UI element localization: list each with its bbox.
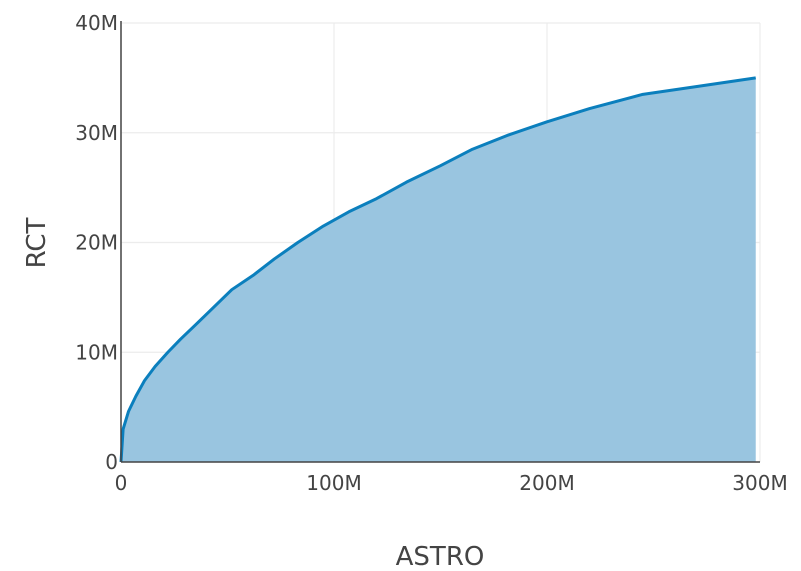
x-tick-label: 0: [115, 471, 128, 495]
series-area-fill: [121, 77, 756, 462]
y-axis-title: RCT: [22, 217, 52, 268]
x-tick-label: 200M: [519, 471, 574, 495]
x-axis-ticks: 0 100M 200M 300M: [115, 471, 788, 495]
x-tick-label: 100M: [306, 471, 361, 495]
y-tick-label: 30M: [75, 121, 118, 145]
y-tick-label: 20M: [75, 231, 118, 255]
x-tick-label: 300M: [732, 471, 787, 495]
y-tick-label: 40M: [75, 11, 118, 35]
y-tick-label: 0: [105, 450, 118, 474]
series-line: [119, 76, 756, 463]
y-tick-label: 10M: [75, 340, 118, 364]
y-axis-ticks: 0 10M 20M 30M 40M: [75, 11, 118, 474]
axes: [120, 21, 760, 463]
x-axis-title: ASTRO: [396, 542, 485, 571]
